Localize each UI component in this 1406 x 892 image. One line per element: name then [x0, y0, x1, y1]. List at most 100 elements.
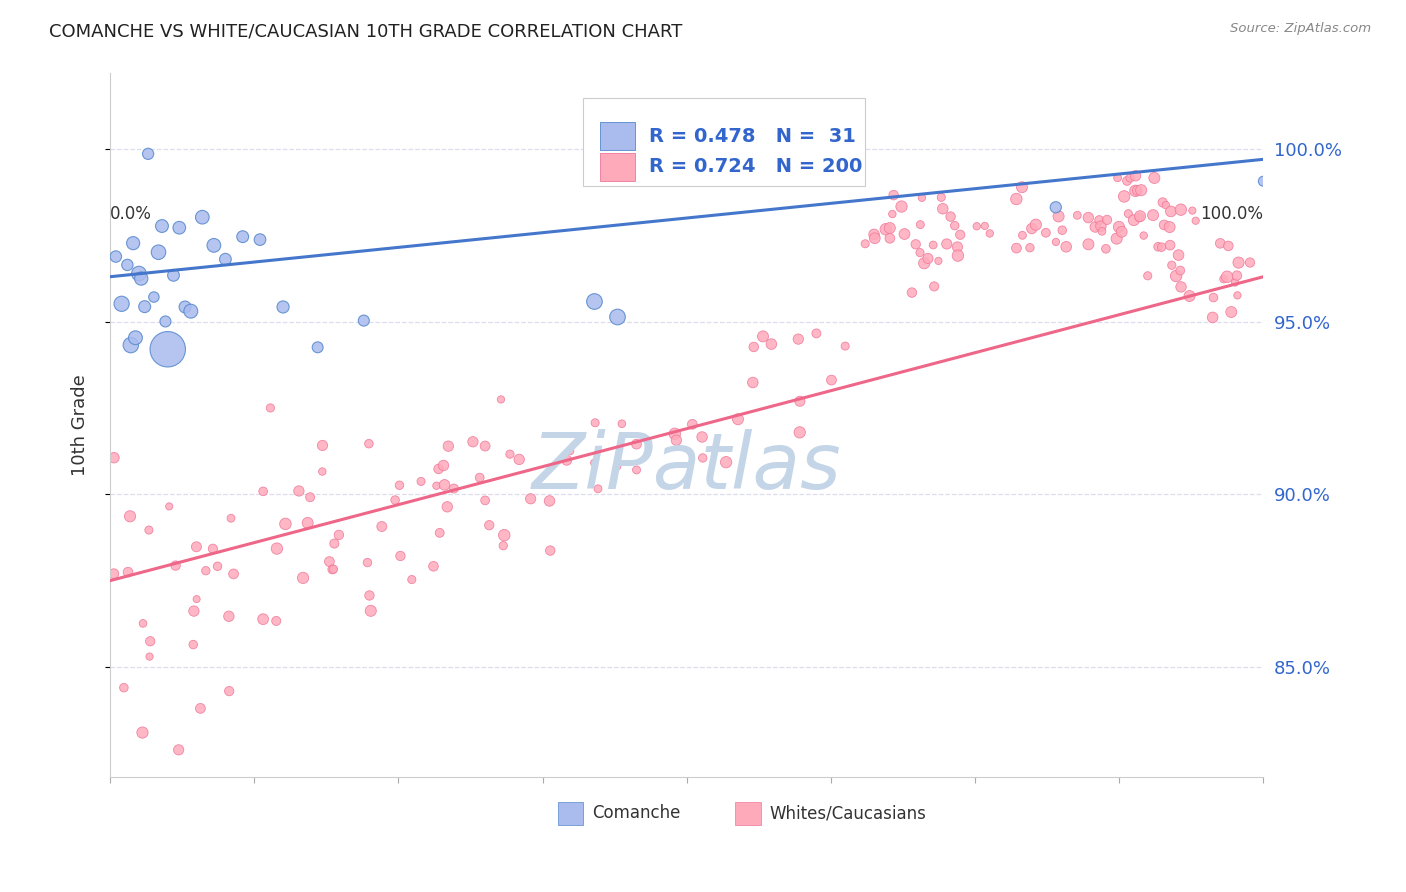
- Point: [560, 444, 582, 458]
- Point: [1116, 174, 1139, 188]
- Point: [1091, 224, 1114, 238]
- Point: [478, 518, 501, 533]
- Point: [232, 229, 254, 244]
- Point: [606, 459, 628, 474]
- Point: [586, 482, 609, 496]
- Point: [494, 528, 516, 542]
- Point: [1159, 220, 1181, 235]
- Point: [427, 462, 450, 476]
- Point: [1170, 202, 1192, 217]
- Point: [174, 300, 197, 314]
- Point: [929, 190, 952, 204]
- FancyBboxPatch shape: [735, 802, 761, 825]
- Point: [1125, 169, 1147, 183]
- Point: [181, 638, 204, 652]
- Point: [1088, 213, 1111, 227]
- Point: [292, 571, 315, 585]
- Point: [1226, 288, 1249, 302]
- Point: [433, 478, 456, 492]
- Point: [917, 252, 939, 266]
- Text: Whites/Caucasians: Whites/Caucasians: [769, 805, 927, 822]
- Point: [1218, 239, 1240, 253]
- Point: [489, 392, 512, 407]
- Point: [323, 536, 346, 550]
- Point: [1152, 195, 1174, 210]
- Point: [131, 725, 153, 739]
- Point: [1005, 192, 1028, 206]
- Point: [939, 210, 962, 224]
- Point: [357, 436, 380, 450]
- Point: [1143, 170, 1166, 185]
- Point: [432, 458, 454, 473]
- Point: [1223, 276, 1246, 290]
- Point: [742, 340, 765, 354]
- Point: [1164, 268, 1187, 283]
- Point: [288, 483, 311, 498]
- Point: [218, 684, 240, 698]
- Point: [1090, 219, 1112, 234]
- Point: [252, 612, 274, 626]
- Point: [538, 543, 561, 558]
- Point: [1201, 310, 1223, 325]
- Point: [122, 236, 145, 251]
- Point: [879, 231, 901, 245]
- Point: [186, 592, 208, 607]
- Point: [1253, 174, 1275, 188]
- Point: [1021, 221, 1043, 235]
- Point: [219, 511, 242, 525]
- Point: [946, 240, 969, 254]
- Point: [904, 237, 927, 252]
- Point: [1136, 268, 1159, 283]
- Point: [1150, 240, 1173, 254]
- Text: ZiPatlas: ZiPatlas: [531, 429, 842, 506]
- Point: [1119, 171, 1142, 186]
- Point: [908, 245, 931, 260]
- Point: [1154, 198, 1177, 212]
- Point: [1077, 211, 1099, 225]
- Point: [443, 482, 465, 496]
- Point: [727, 412, 749, 426]
- Point: [1239, 255, 1261, 269]
- Y-axis label: 10th Grade: 10th Grade: [72, 375, 89, 476]
- Point: [1095, 212, 1118, 227]
- Point: [1159, 238, 1181, 252]
- Point: [271, 300, 294, 314]
- Point: [194, 564, 217, 578]
- Point: [1168, 263, 1191, 277]
- Point: [299, 490, 322, 504]
- Point: [1170, 280, 1192, 294]
- Point: [1184, 213, 1206, 227]
- Point: [252, 484, 274, 499]
- Point: [1077, 237, 1099, 252]
- Point: [1105, 231, 1128, 245]
- Point: [124, 331, 146, 345]
- Point: [190, 701, 212, 715]
- Point: [436, 500, 458, 514]
- Point: [932, 202, 955, 216]
- Point: [311, 465, 333, 479]
- Point: [583, 456, 606, 470]
- Point: [1226, 268, 1249, 283]
- Point: [307, 340, 329, 354]
- Point: [1054, 240, 1077, 254]
- Point: [1130, 183, 1153, 197]
- Point: [1025, 218, 1047, 232]
- Text: R = 0.478   N =  31: R = 0.478 N = 31: [648, 127, 855, 146]
- Point: [202, 238, 225, 252]
- Point: [422, 559, 444, 574]
- Point: [787, 332, 810, 346]
- Point: [274, 516, 297, 531]
- Point: [883, 188, 905, 202]
- Point: [1011, 228, 1033, 243]
- Point: [207, 559, 229, 574]
- Point: [103, 566, 125, 581]
- Point: [180, 304, 202, 318]
- Text: 100.0%: 100.0%: [1201, 205, 1264, 223]
- Point: [1111, 225, 1133, 239]
- Point: [1132, 228, 1154, 243]
- Point: [1047, 210, 1070, 224]
- Point: [752, 329, 775, 343]
- Point: [311, 438, 333, 452]
- Point: [112, 681, 135, 695]
- Point: [1181, 203, 1204, 218]
